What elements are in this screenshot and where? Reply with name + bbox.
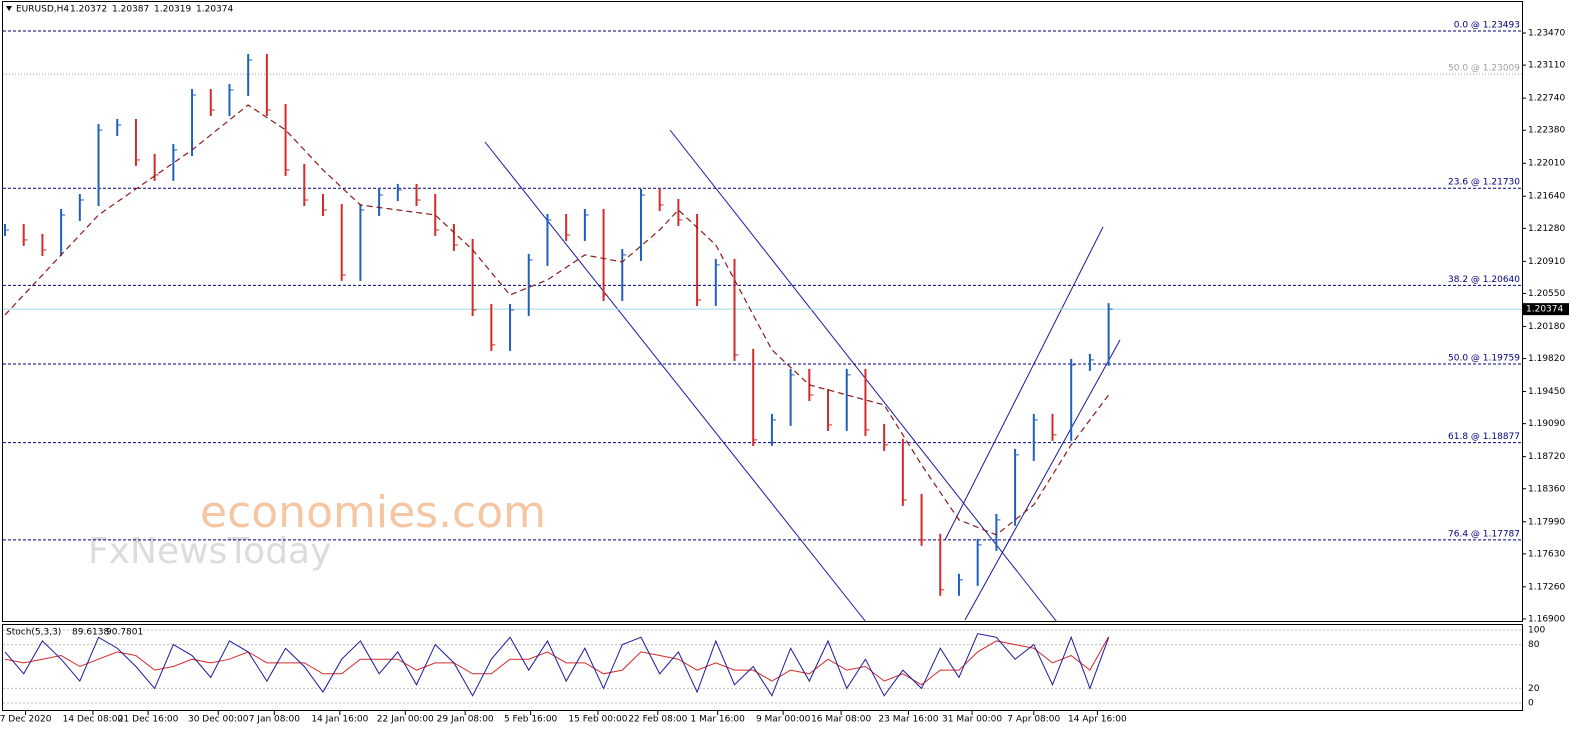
y-tick-label: 1.22740	[1528, 94, 1565, 104]
x-tick-label: 7 Jan 08:00	[249, 715, 301, 725]
watermark: economies.com	[200, 487, 546, 538]
channel-lines	[484, 129, 1121, 623]
symbol: EURUSD,H4	[16, 5, 69, 15]
menu-triangle[interactable]	[6, 6, 12, 11]
y-tick-label: 1.22010	[1528, 159, 1565, 169]
y-tick-label: 1.23110	[1528, 61, 1565, 71]
y-tick-label: 1.19820	[1528, 354, 1565, 364]
stoch-tick-label: 0	[1528, 699, 1534, 709]
x-tick-label: 5 Feb 16:00	[504, 715, 558, 725]
y-tick-label: 1.21280	[1528, 224, 1565, 234]
x-tick-label: 23 Mar 16:00	[878, 715, 938, 725]
channel-line	[964, 339, 1121, 621]
y-tick-label: 1.17260	[1528, 582, 1565, 592]
x-tick-label: 21 Dec 16:00	[118, 715, 179, 725]
header-price: 1.20374	[196, 5, 233, 15]
y-tick-label: 1.18720	[1528, 452, 1565, 462]
fib-label: 23.6 @ 1.21730	[1448, 178, 1520, 188]
moving-average	[4, 104, 1110, 536]
stoch-tick-label: 80	[1528, 640, 1540, 650]
x-tick-label: 7 Dec 2020	[0, 715, 52, 725]
x-tick-label: 31 Mar 00:00	[942, 715, 1002, 725]
x-tick-label: 22 Feb 08:00	[628, 715, 687, 725]
watermark: FxNewsToday	[88, 531, 331, 572]
channel-line	[484, 141, 867, 623]
stoch-label: Stoch(5,3,3)	[6, 628, 61, 638]
fib-label: 0.0 @ 1.23493	[1454, 20, 1520, 30]
channel-line	[944, 226, 1104, 541]
x-tick-label: 14 Jan 16:00	[311, 715, 368, 725]
stoch-tick-label: 20	[1528, 684, 1540, 694]
header-price: 1.20372	[70, 5, 107, 15]
x-tick-label: 1 Mar 16:00	[690, 715, 745, 725]
x-tick-label: 22 Jan 00:00	[377, 715, 434, 725]
y-tick-label: 1.17630	[1528, 549, 1565, 559]
x-tick-label: 30 Dec 00:00	[188, 715, 249, 725]
stoch-frame	[2, 624, 1523, 711]
y-tick-label: 1.16900	[1528, 614, 1565, 624]
x-tick-label: 16 Mar 08:00	[811, 715, 871, 725]
stoch-tick-label: 100	[1528, 626, 1545, 636]
x-tick-label: 29 Jan 08:00	[437, 715, 494, 725]
x-tick-label: 15 Feb 00:00	[568, 715, 627, 725]
fib-label: 61.8 @ 1.18877	[1448, 432, 1520, 442]
y-tick-label: 1.21640	[1528, 192, 1565, 202]
y-tick-label: 1.23470	[1528, 29, 1565, 39]
main-frame	[2, 1, 1523, 622]
y-tick-label: 1.20550	[1528, 289, 1565, 299]
current-price-label: 1.20374	[1526, 305, 1563, 315]
y-tick-label: 1.22380	[1528, 126, 1565, 136]
fib-label: 38.2 @ 1.20640	[1448, 275, 1520, 285]
stoch-main-value: 89.6138	[72, 628, 109, 638]
stoch-main	[4, 633, 1110, 697]
fib-label: 50.0 @ 1.23009	[1448, 64, 1520, 74]
fib-label: 50.0 @ 1.19759	[1448, 353, 1520, 363]
y-tick-label: 1.20180	[1528, 322, 1565, 332]
x-tick-label: 7 Apr 08:00	[1007, 715, 1060, 725]
fib-label: 76.4 @ 1.17787	[1448, 529, 1520, 539]
y-tick-label: 1.19090	[1528, 419, 1565, 429]
y-tick-label: 1.17990	[1528, 517, 1565, 527]
stoch-signal-value: 90.7801	[106, 628, 143, 638]
x-tick-label: 9 Mar 00:00	[756, 715, 811, 725]
x-tick-label: 14 Apr 16:00	[1068, 715, 1127, 725]
channel-line	[669, 129, 1058, 623]
y-tick-label: 1.20910	[1528, 257, 1565, 267]
price-box	[1523, 303, 1569, 316]
x-tick-label: 14 Dec 08:00	[63, 715, 124, 725]
y-tick-label: 1.18360	[1528, 484, 1565, 494]
header-price: 1.20387	[112, 5, 149, 15]
header-price: 1.20319	[154, 5, 191, 15]
y-tick-label: 1.19450	[1528, 387, 1565, 397]
